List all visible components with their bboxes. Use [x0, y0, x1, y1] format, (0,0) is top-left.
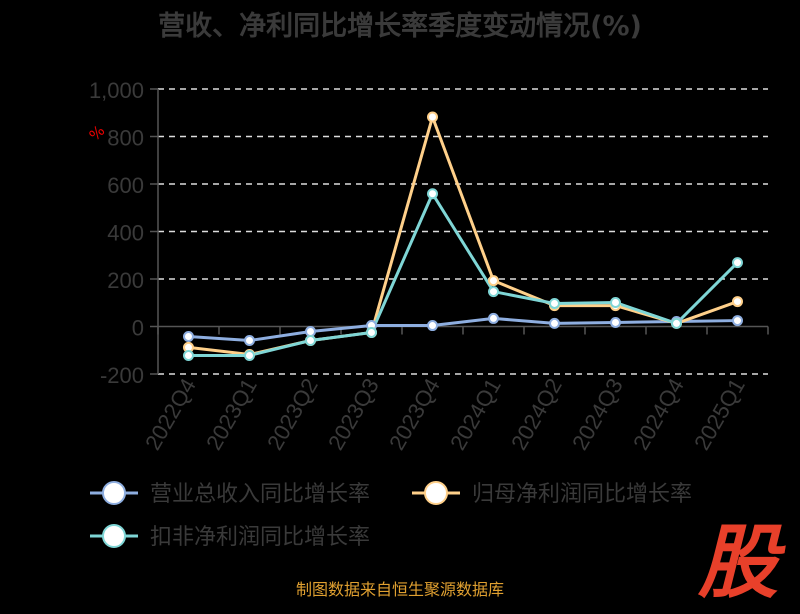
source-footer: 制图数据来自恒生聚源数据库 — [295, 580, 504, 599]
x-tick-label: 2025Q1 — [689, 374, 750, 454]
data-point — [732, 296, 743, 308]
data-point — [305, 325, 316, 337]
data-point — [366, 326, 377, 338]
data-point — [549, 297, 560, 309]
data-point — [183, 349, 194, 361]
x-tick-label: 2024Q4 — [628, 374, 689, 454]
series-line — [188, 316, 738, 343]
data-point — [244, 335, 255, 347]
data-point — [488, 275, 499, 287]
data-point — [305, 335, 316, 347]
legend-label: 营业总收入同比增长率 — [150, 482, 370, 507]
y-tick-label: 800 — [107, 126, 144, 151]
x-tick-label: 2024Q3 — [567, 374, 628, 454]
legend-label: 归母净利润同比增长率 — [472, 482, 692, 507]
data-point — [671, 317, 682, 329]
data-point — [732, 257, 743, 269]
data-point — [427, 188, 438, 200]
data-point — [244, 349, 255, 361]
series-line — [188, 112, 739, 357]
x-tick-label: 2023Q1 — [201, 374, 262, 454]
data-point — [732, 315, 743, 327]
y-tick-label: 400 — [107, 221, 144, 246]
legend-label: 扣非净利润同比增长率 — [150, 525, 370, 550]
legend-marker — [102, 481, 126, 505]
legend-marker — [424, 481, 448, 505]
data-point — [427, 111, 438, 123]
y-axis-label: % — [86, 122, 109, 145]
x-tick-label: 2023Q4 — [384, 374, 445, 454]
x-tick-label: 2023Q3 — [323, 374, 384, 454]
y-tick-label: 1,000 — [89, 78, 144, 103]
x-tick-label: 2023Q2 — [262, 374, 323, 454]
y-tick-label: 600 — [107, 173, 144, 198]
brand-logo: 股 — [698, 516, 778, 609]
x-tick-label: 2022Q4 — [140, 374, 201, 454]
data-point — [488, 312, 499, 324]
data-point — [427, 320, 438, 332]
chart-title: 营收、净利同比增长率季度变动情况(%) — [158, 11, 642, 42]
y-tick-label: -200 — [100, 363, 144, 388]
data-point — [549, 317, 560, 329]
x-tick-label: 2024Q1 — [445, 374, 506, 454]
y-tick-label: 200 — [107, 268, 144, 293]
series-line — [188, 190, 739, 357]
data-point — [610, 297, 621, 309]
data-point — [488, 286, 499, 298]
y-tick-label: 0 — [132, 316, 144, 341]
legend-marker — [102, 524, 126, 548]
data-point — [183, 330, 194, 342]
data-point — [610, 316, 621, 328]
x-tick-label: 2024Q2 — [506, 374, 567, 454]
